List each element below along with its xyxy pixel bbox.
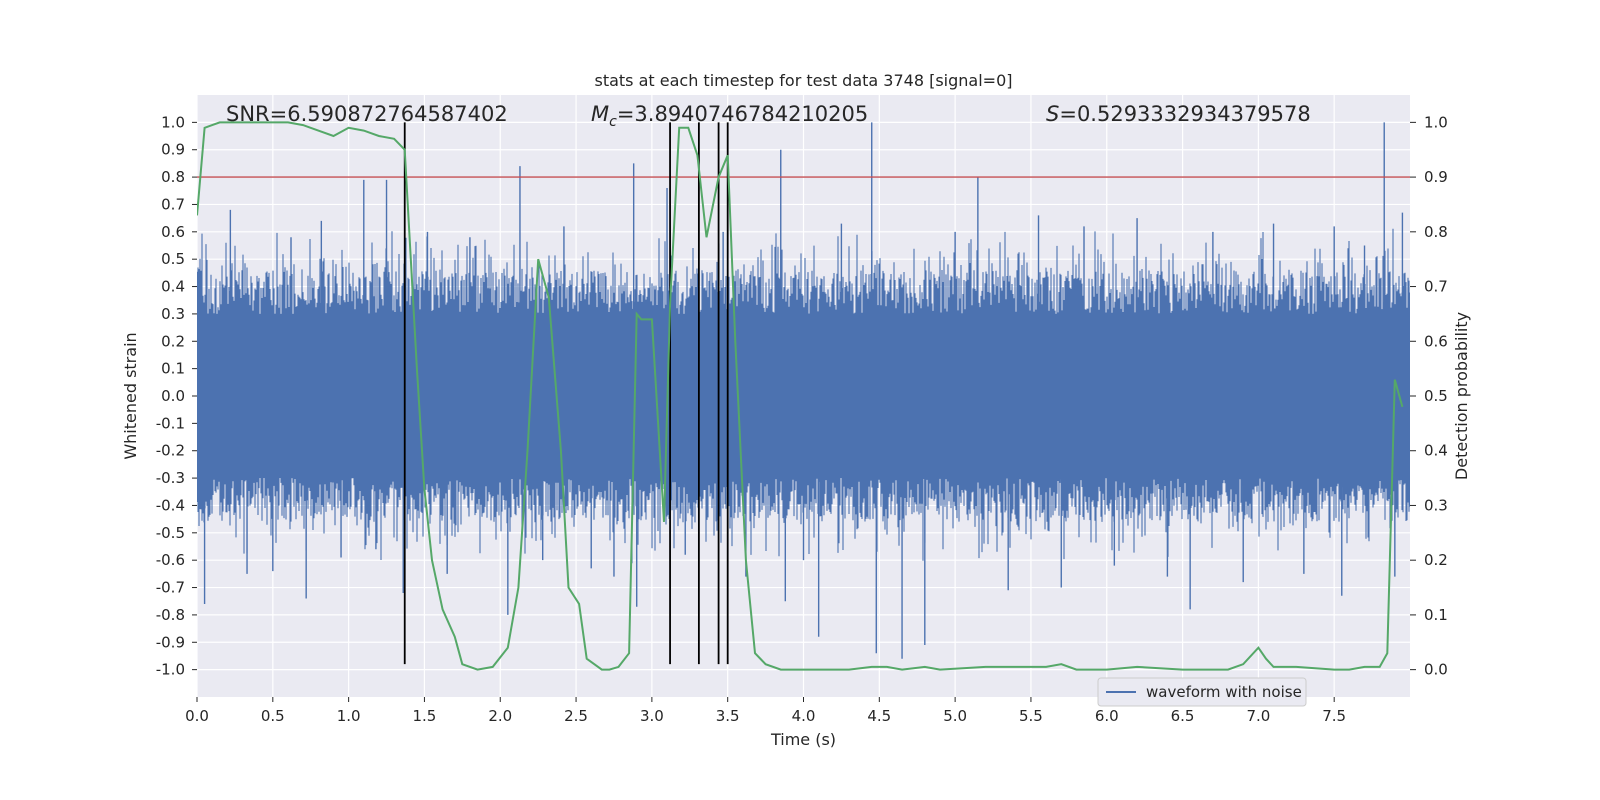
mc-subscript: c [609,114,617,130]
y-tick-label-left: 0.7 [161,195,185,213]
x-tick-label: 1.0 [337,707,361,725]
x-tick-label: 0.5 [261,707,285,725]
s-value: =0.5293332934379578 [1059,102,1310,126]
y-tick-label-left: -0.7 [156,579,185,597]
waveform-band [197,228,1410,564]
y-tick-label-right: 0.5 [1424,387,1448,405]
s-symbol: S [1046,102,1059,126]
x-tick-label: 6.5 [1171,707,1195,725]
y-tick-label-left: -0.4 [156,496,185,514]
x-tick-label: 5.0 [943,707,967,725]
x-tick-label: 2.5 [564,707,588,725]
y-tick-label-left: 0.1 [161,360,185,378]
y-tick-label-left: -0.1 [156,414,185,432]
s-annotation: S=0.5293332934379578 [1046,102,1311,126]
x-tick-label: 5.5 [1019,707,1043,725]
y-tick-label-right: 0.7 [1424,278,1448,296]
y-tick-label-left: -0.2 [156,442,185,460]
chirp-mass-annotation: Mc=3.8940746784210205 [591,102,868,130]
y-tick-label-left: 0.2 [161,332,185,350]
x-tick-label: 4.5 [867,707,891,725]
y-axis-label-right: Detection probability [1452,312,1471,480]
probability-series [197,121,1404,671]
y-tick-label-left: 0.3 [161,305,185,323]
probability-line [197,121,1404,671]
vertical-markers [403,122,729,665]
y-tick-label-right: 0.6 [1424,332,1448,350]
y-tick-label-right: 0.9 [1424,168,1448,186]
mc-value: =3.8940746784210205 [617,102,868,126]
y-tick-label-left: 0.0 [161,387,185,405]
legend: waveform with noise [1097,677,1307,707]
x-tick-label: 3.5 [716,707,740,725]
y-tick-label-right: 0.4 [1424,442,1448,460]
x-tick-label: 7.0 [1246,707,1270,725]
y-tick-label-right: 0.3 [1424,496,1448,514]
x-tick-label: 3.0 [640,707,664,725]
chart-title: stats at each timestep for test data 374… [594,71,1012,90]
x-tick-label: 7.5 [1322,707,1346,725]
y-tick-label-left: -0.9 [156,633,185,651]
y-tick-label-left: -0.3 [156,469,185,487]
y-axis-label-left: Whitened strain [121,332,140,459]
y-tick-label-right: 1.0 [1424,113,1448,131]
y-tick-label-left: 0.6 [161,223,185,241]
x-axis-label: Time (s) [770,730,836,749]
y-tick-label-left: 0.8 [161,168,185,186]
legend-box [1097,677,1307,707]
x-tick-label: 6.0 [1095,707,1119,725]
x-tick-label: 2.0 [488,707,512,725]
y-tick-label-right: 0.8 [1424,223,1448,241]
y-tick-label-left: -1.0 [156,661,185,679]
y-tick-label-left: 0.9 [161,141,185,159]
y-tick-label-left: 0.4 [161,278,185,296]
snr-annotation: SNR=6.590872764587402 [226,102,508,126]
y-tick-label-left: -0.8 [156,606,185,624]
y-tick-label-right: 0.1 [1424,606,1448,624]
y-tick-label-left: -0.5 [156,524,185,542]
y-tick-label-right: 0.2 [1424,551,1448,569]
y-tick-label-left: 0.5 [161,250,185,268]
legend-entry: waveform with noise [1146,683,1302,701]
mc-symbol: M [591,102,609,126]
waveform-series [197,122,1410,659]
y-tick-label-left: -0.6 [156,551,185,569]
x-tick-label: 4.0 [792,707,816,725]
y-tick-label-left: 1.0 [161,113,185,131]
y-tick-label-right: 0.0 [1424,661,1448,679]
x-tick-label: 1.5 [413,707,437,725]
x-tick-label: 0.0 [185,707,209,725]
